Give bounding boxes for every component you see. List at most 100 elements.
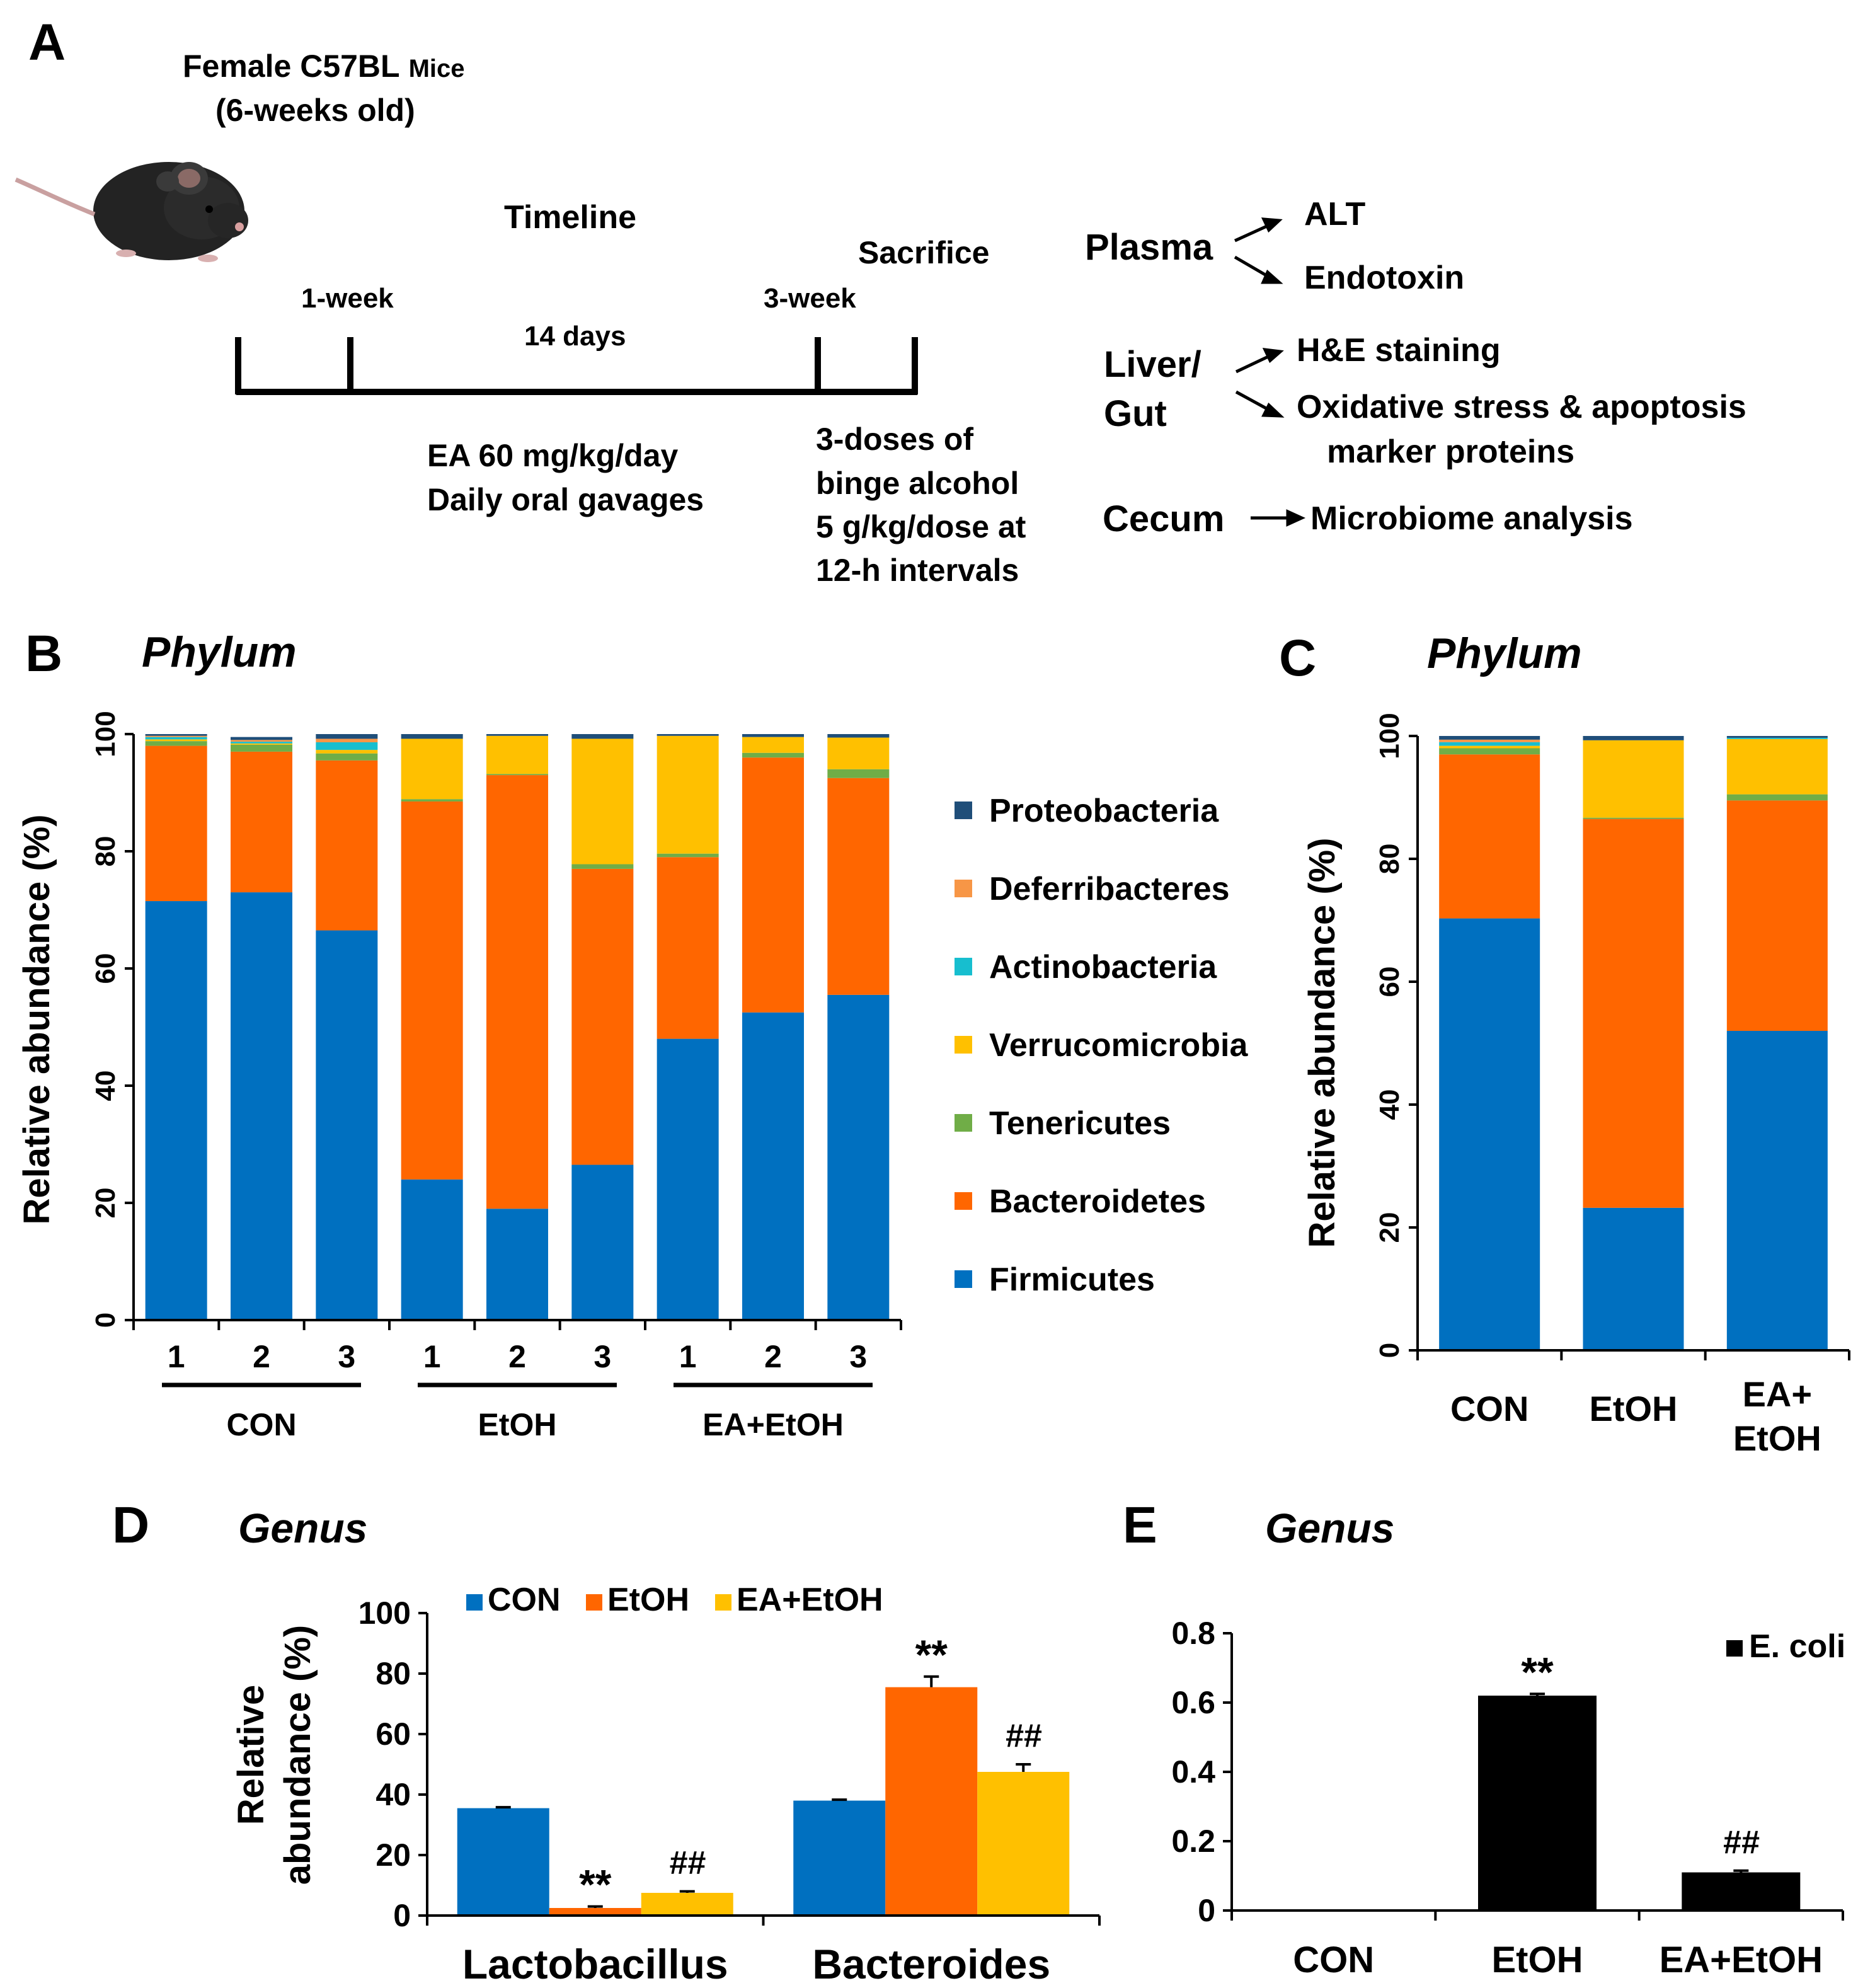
b-x-tick-label: 1 [423, 1339, 441, 1374]
panel-c-x-axis: CON EtOH EA+EtOH [1416, 1349, 1850, 1458]
e-x-tick-label: EA+EtOH [1660, 1939, 1823, 1980]
e-y-tick-label: 0 [1198, 1893, 1215, 1928]
b-bar-bacteroidetes-5 [486, 775, 548, 1209]
c-bar-verrucomicrobia-3 [1726, 738, 1828, 795]
b-bar-deferribacteres-1 [145, 735, 207, 737]
b-bar-tenericutes-7 [657, 853, 719, 858]
b-bar-proteobacteria-6 [571, 734, 634, 739]
c-bar-bacteroidetes-1 [1439, 754, 1540, 919]
plasma-label: Plasma [1085, 227, 1213, 268]
b-x-tick-label: 2 [764, 1339, 782, 1374]
b-x-tick-label: 2 [508, 1339, 526, 1374]
c-y-tick-label: 100 [1374, 713, 1405, 759]
panel-b-legend: Proteobacteria Deferribacteres Actinobacte… [955, 793, 1248, 1298]
mouse-strain: Female C57BL Mice [183, 49, 465, 84]
c-y-tick-label: 20 [1374, 1212, 1405, 1243]
c-bar-actinobacteria-3 [1726, 737, 1828, 739]
d-legend-swatch-etoh [586, 1594, 602, 1611]
e-legend-label: E. coli [1749, 1628, 1845, 1665]
cecum-label: Cecum [1103, 498, 1224, 539]
panel-d-ylabel-line2: abundance (%) [277, 1625, 318, 1885]
d-bar-etoh-1 [549, 1908, 641, 1916]
b-y-tick-label: 100 [90, 711, 121, 757]
b-bar-actinobacteria-2 [231, 742, 292, 744]
b-bar-tenericutes-3 [316, 753, 378, 761]
d-bar-ea-etoh-2 [977, 1772, 1070, 1916]
b-x-tick-label: 2 [253, 1339, 270, 1374]
c-bar-firmicutes-2 [1583, 1207, 1684, 1350]
e-x-tick-label: EtOH [1492, 1939, 1583, 1980]
b-bar-proteobacteria-5 [486, 734, 548, 736]
b-bar-tenericutes-5 [486, 774, 548, 776]
e-significance-mark: ** [1521, 1648, 1554, 1695]
panel-c-title: Phylum [1427, 629, 1582, 677]
b-bar-verrucomicrobia-8 [742, 737, 804, 753]
mouse-strain-main: Female C57BL [183, 49, 400, 84]
panel-e-bars: ** ## [1478, 1648, 1801, 1910]
panel-a: A Female C57BL Mice (6-weeks old) Timelin… [14, 14, 1746, 588]
b-legend-label: Proteobacteria [989, 793, 1219, 829]
b-bar-firmicutes-7 [657, 1038, 719, 1320]
b-bar-proteobacteria-4 [401, 734, 463, 739]
panel-e: Genus 00.20.40.60.8 **## CON EtOH EA+EtOH … [1171, 1505, 1845, 1980]
b-group-label: EtOH [478, 1407, 557, 1442]
c-bar-tenericutes-3 [1726, 794, 1828, 801]
c-y-tick-label: 40 [1374, 1089, 1405, 1120]
panel-b-bars [145, 734, 890, 1320]
endotoxin-label: Endotoxin [1304, 260, 1464, 296]
days14-label: 14 days [524, 321, 626, 352]
e-bar-e-coli-3 [1682, 1872, 1801, 1910]
mouse-strain-small: Mice [409, 55, 465, 83]
panel-b-x-axis: 1 2 3 1 2 3 1 2 3 CON EtOH EA+EtOH [132, 1319, 902, 1442]
c-bar-firmicutes-1 [1439, 918, 1540, 1350]
b-bar-proteobacteria-9 [827, 734, 890, 738]
d-y-tick-label: 40 [376, 1777, 411, 1812]
panel-c: Phylum Relative abundance (%) 0 20 40 60 80 1… [1302, 629, 1850, 1458]
b-x-tick-label: 1 [168, 1339, 185, 1374]
c-bar-proteobacteria-3 [1726, 736, 1828, 738]
sacrifice-label: Sacrifice [858, 235, 989, 270]
b-legend-label: Verrucomicrobia [989, 1027, 1248, 1064]
b-bar-firmicutes-3 [316, 930, 378, 1320]
cecum-arrow [1251, 509, 1306, 527]
b-x-tick-label: 3 [593, 1339, 611, 1374]
binge-line3: 5 g/kg/dose at [816, 509, 1026, 544]
b-bar-bacteroidetes-8 [742, 757, 804, 1013]
b-bar-bacteroidetes-9 [827, 778, 890, 995]
d-significance-mark: ** [915, 1631, 948, 1678]
b-bar-bacteroidetes-4 [401, 801, 463, 1180]
panel-b-y-ticks: 0 20 40 60 80 100 [90, 711, 135, 1328]
d-significance-mark: ## [1005, 1718, 1041, 1754]
e-y-tick-label: 0.4 [1171, 1754, 1215, 1790]
b-bar-actinobacteria-3 [316, 742, 378, 750]
panel-e-legend: E. coli [1726, 1628, 1845, 1665]
b-bar-bacteroidetes-1 [145, 745, 207, 902]
panel-e-letter: E [1123, 1497, 1157, 1554]
c-x-tick-label: EA+ [1743, 1374, 1813, 1414]
panel-b: Phylum Relative abundance (%) 0 20 40 60 80 1… [16, 628, 1248, 1442]
c-bar-deferribacteres-1 [1439, 739, 1540, 742]
ea-dose-label: EA 60 mg/kg/day [427, 438, 678, 473]
d-legend-label: EA+EtOH [737, 1582, 883, 1618]
b-bar-verrucomicrobia-3 [316, 750, 378, 754]
b-y-tick-label: 40 [90, 1071, 121, 1101]
d-significance-mark: ## [669, 1845, 706, 1882]
timeline-axis [235, 337, 918, 395]
c-bar-verrucomicrobia-1 [1439, 745, 1540, 749]
b-bar-verrucomicrobia-9 [827, 737, 890, 769]
e-y-tick-label: 0.2 [1171, 1824, 1215, 1859]
c-y-tick-label: 0 [1374, 1343, 1405, 1358]
b-legend-swatch-bacteroidetes [955, 1192, 972, 1210]
gut-label: Gut [1104, 393, 1167, 434]
panel-c-letter: C [1279, 629, 1316, 687]
b-bar-proteobacteria-1 [145, 734, 207, 736]
b-y-tick-label: 0 [90, 1313, 121, 1328]
b-bar-proteobacteria-3 [316, 734, 378, 739]
b-bar-deferribacteres-2 [231, 740, 292, 742]
alt-label: ALT [1304, 196, 1365, 233]
b-legend-swatch-deferribacteres [955, 880, 972, 897]
b-bar-firmicutes-9 [827, 994, 890, 1320]
d-significance-mark: ** [579, 1861, 612, 1908]
b-bar-verrucomicrobia-4 [401, 738, 463, 800]
panel-c-ylabel: Relative abundance (%) [1302, 837, 1343, 1248]
